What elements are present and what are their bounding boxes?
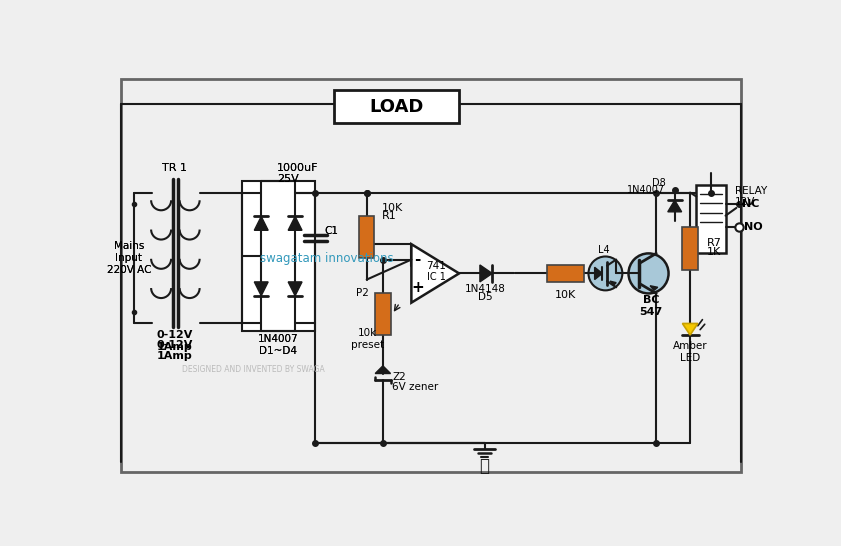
Text: RELAY
12V: RELAY 12V: [735, 186, 767, 207]
Text: L4: L4: [598, 245, 610, 256]
Bar: [375, 293, 390, 335]
Text: TR 1: TR 1: [162, 163, 188, 173]
Polygon shape: [668, 200, 682, 212]
Text: +: +: [411, 280, 424, 295]
Text: R1: R1: [382, 211, 397, 222]
Polygon shape: [480, 265, 492, 282]
Bar: [696, 185, 726, 253]
Polygon shape: [288, 216, 302, 230]
Text: C1: C1: [325, 226, 338, 236]
Text: IC 1: IC 1: [426, 271, 446, 282]
Text: Mains
Input
220V AC: Mains Input 220V AC: [107, 241, 151, 275]
Text: D5: D5: [478, 292, 493, 301]
Text: swagatam innovations: swagatam innovations: [260, 252, 394, 264]
Text: NO: NO: [744, 222, 763, 232]
Text: 1K: 1K: [707, 247, 722, 257]
Text: 741: 741: [426, 261, 446, 271]
Text: NC: NC: [743, 199, 760, 209]
Circle shape: [628, 253, 669, 293]
Text: 10K: 10K: [555, 290, 576, 300]
Text: 1N4007: 1N4007: [627, 185, 665, 195]
Text: -: -: [415, 252, 420, 267]
Polygon shape: [375, 366, 390, 373]
Polygon shape: [254, 282, 268, 296]
Bar: [242, 181, 315, 331]
Text: 1N4148: 1N4148: [465, 284, 505, 294]
Circle shape: [589, 257, 622, 290]
Bar: [335, 90, 459, 123]
Polygon shape: [254, 216, 268, 230]
Polygon shape: [288, 282, 302, 296]
Text: 1N4007
D1~D4: 1N4007 D1~D4: [258, 334, 299, 356]
Text: BC
547: BC 547: [639, 295, 663, 317]
Text: 0-12V
1Amp: 0-12V 1Amp: [156, 330, 193, 352]
Text: C1: C1: [325, 226, 338, 236]
Bar: [682, 227, 698, 270]
Text: 10K: 10K: [382, 203, 404, 213]
Text: 1000uF
25V: 1000uF 25V: [277, 163, 318, 184]
Text: LOAD: LOAD: [369, 98, 424, 116]
Polygon shape: [610, 281, 616, 285]
Text: 1N4007
D1~D4: 1N4007 D1~D4: [258, 334, 299, 356]
Text: 0-12V
1Amp: 0-12V 1Amp: [156, 340, 193, 361]
Text: DESIGNED AND INVENTED BY SWAGA: DESIGNED AND INVENTED BY SWAGA: [182, 365, 325, 374]
Text: Mains
Input
220V AC: Mains Input 220V AC: [107, 241, 151, 275]
Bar: [547, 265, 584, 282]
Text: 1000uF
25V: 1000uF 25V: [277, 163, 318, 184]
Text: ⏚: ⏚: [479, 457, 489, 475]
Polygon shape: [650, 286, 658, 290]
Text: Z2: Z2: [392, 372, 406, 382]
Text: Amber
LED: Amber LED: [673, 341, 707, 363]
Text: 10k
preset: 10k preset: [351, 328, 384, 349]
Polygon shape: [595, 267, 602, 280]
Bar: [359, 216, 374, 258]
Text: R7: R7: [707, 238, 722, 248]
Polygon shape: [411, 244, 459, 302]
Polygon shape: [682, 323, 698, 335]
Text: P2: P2: [356, 288, 369, 298]
Text: 6V zener: 6V zener: [392, 382, 438, 393]
Text: TR 1: TR 1: [162, 163, 188, 173]
Text: D8: D8: [652, 177, 665, 188]
